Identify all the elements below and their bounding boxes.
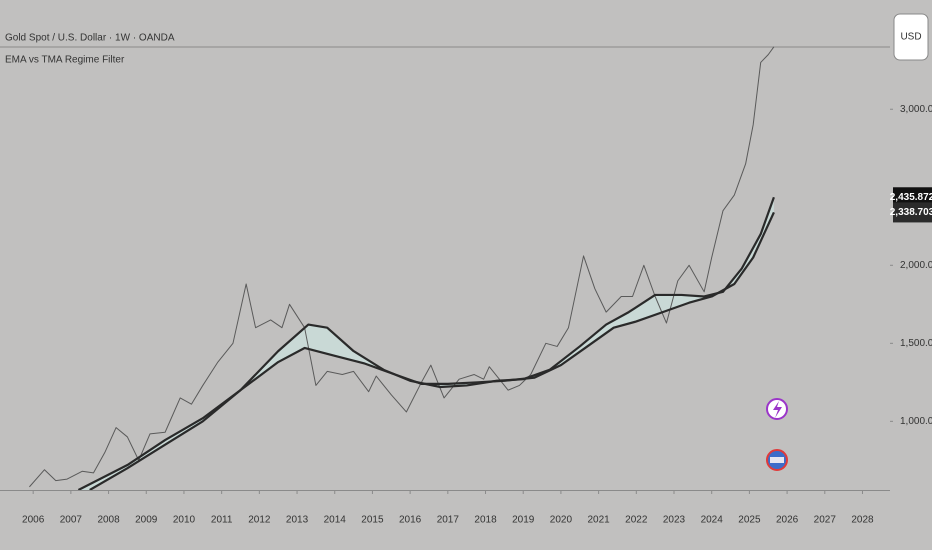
x-tick-label: 2009 [135, 515, 158, 526]
x-tick-label: 2023 [663, 515, 686, 526]
x-tick-label: 2011 [211, 515, 233, 526]
lightning-glyph [773, 401, 782, 418]
indicator-name: EMA vs TMA Regime Filter [5, 55, 125, 66]
chart-title: Gold Spot / U.S. Dollar · 1W · OANDA [5, 33, 175, 44]
currency-button[interactable] [893, 13, 929, 61]
x-tick-label: 2028 [851, 515, 874, 526]
x-tick-label: 2024 [701, 515, 724, 526]
price-label-box [893, 202, 932, 223]
y-tick-label: 1,000.000 [900, 416, 932, 427]
x-tick-label: 2026 [776, 515, 799, 526]
x-tick-label: 2014 [324, 515, 347, 526]
x-tick-label: 2017 [437, 515, 460, 526]
price-label-box [893, 187, 932, 208]
y-tick-label: 3,000.000 [900, 104, 932, 115]
icons [766, 398, 788, 471]
price-label: 2,435.872 [890, 192, 932, 203]
price-label: 2,338.703 [890, 207, 932, 218]
x-tick-label: 2006 [22, 515, 45, 526]
x-tick-label: 2012 [248, 515, 271, 526]
x-tick-label: 2021 [587, 515, 610, 526]
x-tick-label: 2007 [60, 515, 83, 526]
x-tick-label: 2020 [550, 515, 573, 526]
average-line [77, 211, 775, 490]
x-tick-label: 2025 [738, 515, 761, 526]
x-tick-label: 2027 [814, 515, 837, 526]
x-tick-label: 2022 [625, 515, 648, 526]
x-tick-label: 2019 [512, 515, 535, 526]
flag-stripe [770, 457, 784, 463]
x-tick-label: 2013 [286, 515, 309, 526]
currency-label[interactable]: USD [900, 32, 921, 43]
x-tick-label: 2010 [173, 515, 196, 526]
x-tick-label: 2015 [361, 515, 384, 526]
x-tick-label: 2008 [97, 515, 120, 526]
y-tick-label: 1,500.000 [900, 338, 932, 349]
x-tick-label: 2018 [474, 515, 497, 526]
y-tick-label: 2,000.000 [900, 260, 932, 271]
x-tick-label: 2016 [399, 515, 422, 526]
